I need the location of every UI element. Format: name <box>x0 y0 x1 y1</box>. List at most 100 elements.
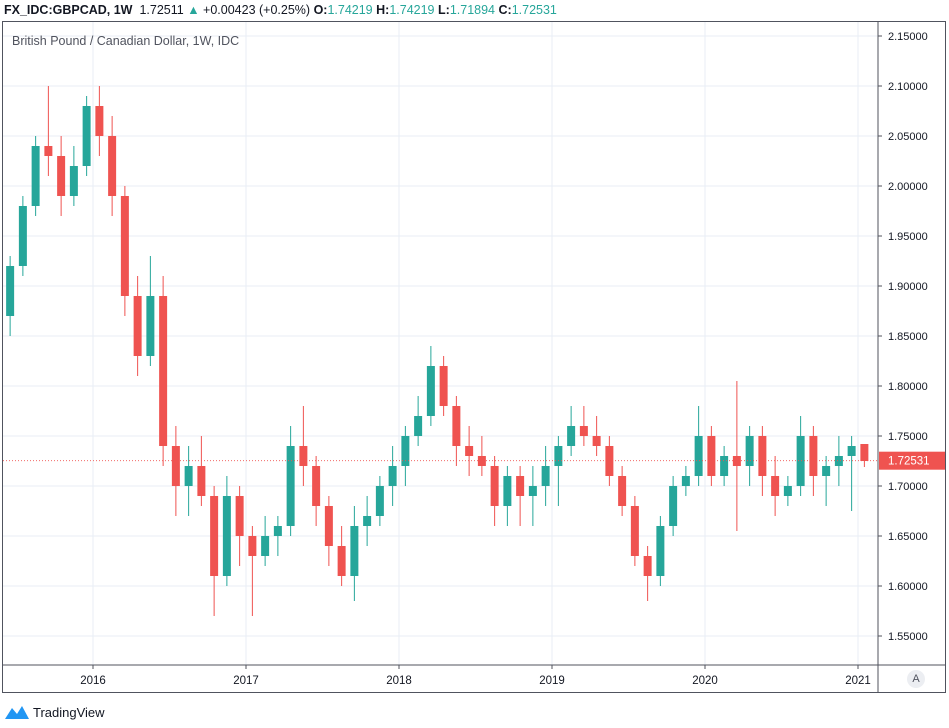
candle-body <box>95 106 104 136</box>
candle-body <box>171 446 180 486</box>
candle-body <box>286 446 295 526</box>
candle-body <box>401 436 410 466</box>
x-tick-label: 2021 <box>845 675 871 687</box>
brand-name: TradingView <box>33 704 105 720</box>
y-tick-label: 1.80000 <box>888 381 928 393</box>
candle-body <box>503 476 512 506</box>
high-value: 1.74219 <box>389 3 435 17</box>
candle-body <box>643 556 652 576</box>
candle-body <box>324 506 333 546</box>
candle-body <box>57 156 66 196</box>
open-value: 1.74219 <box>327 3 373 17</box>
candle-body <box>694 436 703 476</box>
y-tick-label: 1.55000 <box>888 631 928 643</box>
price-change: +0.00423 (+0.25%) <box>203 3 311 17</box>
candle-body <box>490 466 499 506</box>
symbol-header: FX_IDC:GBPCAD, 1W 1.72511 ▲ +0.00423 (+0… <box>4 3 557 17</box>
candle-body <box>745 436 754 466</box>
candle-body <box>567 426 576 446</box>
candle-body <box>860 444 869 461</box>
candle-body <box>261 536 270 556</box>
y-tick-label: 1.85000 <box>888 331 928 343</box>
candle-body <box>210 496 219 576</box>
tradingview-logo[interactable]: TradingView <box>4 704 105 720</box>
candle-body <box>771 476 780 496</box>
y-tick-label: 1.95000 <box>888 231 928 243</box>
candle-body <box>847 446 856 456</box>
candle-body <box>834 456 843 466</box>
y-tick-label: 1.90000 <box>888 281 928 293</box>
x-tick-label: 2020 <box>692 675 718 687</box>
candle-body <box>363 516 372 526</box>
close-label: C: <box>498 3 512 17</box>
candle-body <box>388 466 397 486</box>
candle-body <box>159 296 168 446</box>
candle-body <box>197 466 206 496</box>
candle-body <box>375 486 384 516</box>
y-tick-label: 2.05000 <box>888 131 928 143</box>
low-label: L: <box>438 3 450 17</box>
candle-body <box>707 436 716 476</box>
candlestick-chart[interactable]: 2.15000 2.10000 2.05000 2.00000 1.95000 1.900… <box>0 0 949 700</box>
chart-frame[interactable] <box>2 21 946 693</box>
candle-body <box>69 166 78 196</box>
low-value: 1.71894 <box>449 3 495 17</box>
candle-body <box>541 466 550 486</box>
candle-body <box>630 506 639 556</box>
candle-body <box>554 446 563 466</box>
candle-body <box>618 476 627 506</box>
candle-body <box>439 366 448 406</box>
candle-body <box>592 436 601 446</box>
open-label: O: <box>313 3 328 17</box>
x-tick-label: 2019 <box>539 675 565 687</box>
close-value: 1.72531 <box>511 3 557 17</box>
symbol-name: FX_IDC:GBPCAD, 1W <box>4 3 133 17</box>
candle-body <box>299 446 308 466</box>
y-tick-label: 2.10000 <box>888 81 928 93</box>
candle-body <box>337 546 346 576</box>
candle-body <box>120 196 129 296</box>
candle-body <box>31 146 40 206</box>
candle-body <box>579 426 588 436</box>
candle-body <box>235 496 244 536</box>
candle-body <box>809 436 818 476</box>
candle-body <box>669 486 678 526</box>
candle-body <box>350 526 359 576</box>
candle-body <box>452 406 461 446</box>
candle-body <box>108 136 117 196</box>
candle-body <box>720 456 729 476</box>
y-tick-label: 1.60000 <box>888 581 928 593</box>
candle-body <box>783 486 792 496</box>
candle-body <box>18 206 27 266</box>
y-tick-label: 1.70000 <box>888 481 928 493</box>
candle-body <box>184 466 193 486</box>
tradingview-icon <box>5 706 29 719</box>
auto-scale-button[interactable]: A <box>907 670 925 688</box>
candle-body <box>758 436 767 476</box>
y-tick-label: 1.75000 <box>888 431 928 443</box>
candle-body <box>312 466 321 506</box>
candle-body <box>414 416 423 436</box>
chart-legend: British Pound / Canadian Dollar, 1W, IDC <box>12 34 240 48</box>
y-tick-label: 2.00000 <box>888 181 928 193</box>
candle-body <box>732 456 741 466</box>
candle-body <box>465 446 474 456</box>
candle-body <box>528 486 537 496</box>
y-tick-label: 2.15000 <box>888 31 928 43</box>
x-tick-label: 2017 <box>233 675 259 687</box>
candle-body <box>426 366 435 416</box>
last-price-label: 1.72531 <box>888 456 930 468</box>
last-price: 1.72511 <box>139 3 184 17</box>
candle-body <box>44 146 53 156</box>
candle-body <box>6 266 15 316</box>
candle-body <box>133 296 142 356</box>
candle-body <box>146 296 155 356</box>
candle-body <box>82 106 91 166</box>
candle-body <box>477 456 486 466</box>
last-price-box <box>879 451 945 470</box>
candle-body <box>273 526 282 536</box>
candle-body <box>822 466 831 476</box>
y-tick-label: 1.65000 <box>888 531 928 543</box>
candle-body <box>681 476 690 486</box>
high-label: H: <box>376 3 390 17</box>
